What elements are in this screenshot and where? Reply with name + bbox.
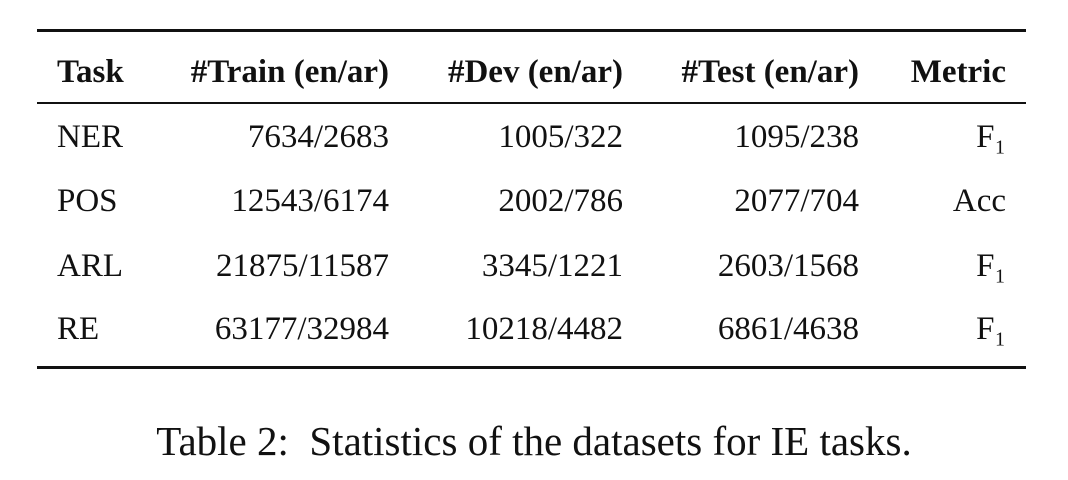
table-cell: 1095/238 [734, 119, 859, 155]
table-cell: 10218/4482 [465, 311, 623, 347]
table-cell: 2077/704 [734, 183, 859, 219]
row-label: NER [57, 119, 123, 155]
header-cell: #Test (en/ar) [681, 54, 859, 90]
header-cell: Task [57, 54, 124, 90]
mid-rule [37, 102, 1026, 104]
header-cell: #Dev (en/ar) [447, 54, 623, 90]
table-cell: 21875/11587 [216, 248, 389, 284]
table-cell: 1005/322 [498, 119, 623, 155]
table-cell: 2002/786 [498, 183, 623, 219]
table-cell: 63177/32984 [214, 311, 389, 347]
table-cell: F₁ [976, 119, 1006, 155]
table-cell: 7634/2683 [247, 119, 389, 155]
row-label: POS [57, 183, 118, 219]
bottom-rule [37, 366, 1026, 369]
header-cell: Metric [910, 54, 1006, 90]
table-cell: 12543/6174 [231, 183, 389, 219]
row-label: ARL [57, 248, 123, 284]
header-cell: #Train (en/ar) [190, 54, 389, 90]
table-cell: 3345/1221 [481, 248, 623, 284]
top-rule [37, 29, 1026, 32]
caption-text: Statistics of the datasets for IE tasks. [309, 418, 912, 464]
table-cell: Acc [952, 183, 1006, 219]
caption: Table 2: Statistics of the datasets for … [0, 416, 1068, 466]
table-cell: F₁ [976, 311, 1006, 347]
table-cell: 2603/1568 [717, 248, 859, 284]
row-label: RE [57, 311, 100, 347]
caption-label: Table 2: [156, 418, 289, 464]
table-cell: F₁ [976, 248, 1006, 284]
table-cell: 6861/4638 [717, 311, 859, 347]
